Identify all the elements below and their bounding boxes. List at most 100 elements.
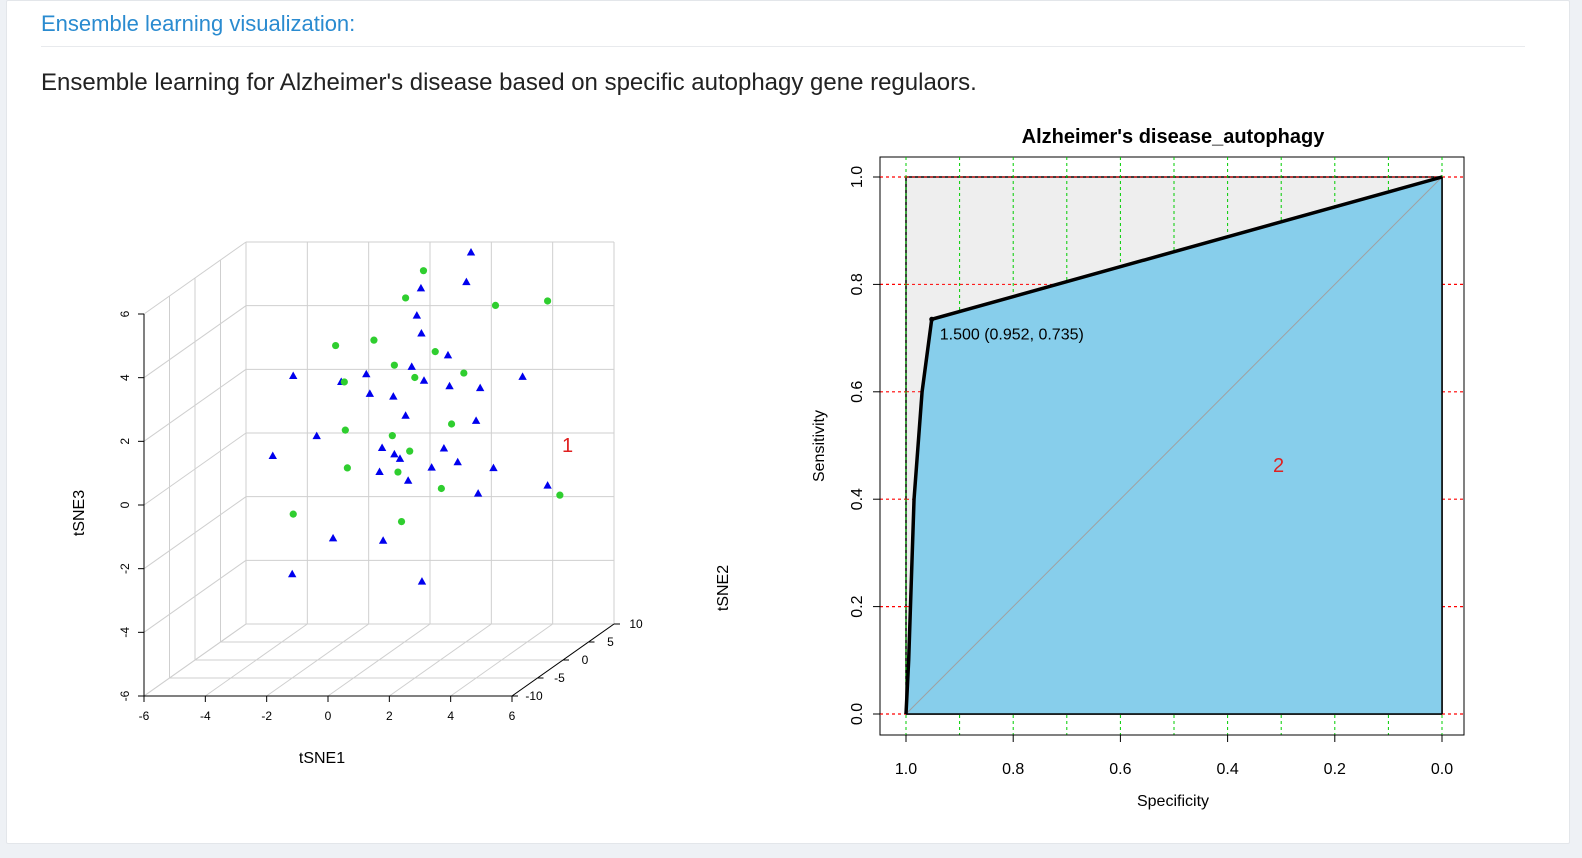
section-title: Ensemble learning visualization: — [41, 11, 356, 36]
tsne-point-circle — [397, 518, 406, 526]
tsne-point-circle — [437, 484, 445, 493]
roc-x-tick-label: 0.6 — [1109, 761, 1131, 778]
tsne-x-axis-label: tSNE1 — [299, 750, 345, 767]
tsne-point-triangle — [518, 372, 527, 380]
roc-y-tick-label: 0.6 — [849, 381, 866, 403]
roc-y-tick-label: 0.0 — [849, 703, 866, 725]
roc-x-tick-label: 0.8 — [1002, 761, 1024, 778]
tsne-point-triangle — [427, 463, 436, 471]
tsne-z-axis-label: tSNE3 — [71, 490, 88, 536]
tsne-3d-scatter-chart: -6 -4 -2 0 2 4 6 -6 -4 -2 0 2 4 6 -10 -5 0 5 10 tSNE1 tSNE… — [71, 241, 732, 767]
tsne-point-circle — [341, 426, 349, 434]
tsne-point-triangle — [466, 248, 476, 256]
tsne-point-triangle — [453, 457, 462, 466]
tsne-point-circle — [289, 510, 297, 518]
roc-y-tick-label: 0.8 — [849, 273, 866, 295]
panel-marker-1: 1 — [562, 435, 573, 457]
tsne-point-circle — [460, 369, 468, 377]
roc-x-tick-label: 1.0 — [895, 761, 917, 778]
tsne-x-tick-label: 4 — [447, 709, 454, 723]
tsne-point-triangle — [439, 444, 449, 452]
tsne-point-triangle — [389, 392, 398, 400]
tsne-z-tick-label: 0 — [118, 501, 132, 508]
tsne-point-triangle — [462, 277, 471, 286]
tsne-z-tick-label: -4 — [118, 627, 132, 638]
tsne-point-triangle — [473, 489, 483, 497]
tsne-point-circle — [332, 341, 340, 350]
tsne-point-circle — [411, 373, 419, 382]
tsne-point-triangle — [489, 463, 498, 472]
roc-curve-chart: Alzheimer's disease_autophagy 1.500 (0.9… — [811, 126, 1465, 810]
tsne-point-triangle — [375, 467, 384, 476]
tsne-point-circle — [556, 491, 564, 499]
tsne-point-circle — [419, 267, 428, 275]
tsne-x-tick-label: 2 — [386, 709, 393, 723]
roc-x-tick-label: 0.0 — [1431, 761, 1453, 778]
tsne-point-triangle — [312, 431, 321, 440]
tsne-point-triangle — [443, 350, 453, 359]
tsne-point-circle — [431, 348, 439, 356]
tsne-point-circle — [390, 361, 398, 369]
tsne-point-circle — [370, 336, 378, 344]
tsne-point-circle — [402, 294, 410, 302]
tsne-point-circle — [544, 297, 552, 305]
tsne-z-tick-label: -2 — [118, 563, 132, 574]
roc-curve-line — [904, 175, 1443, 715]
tsne-point-triangle — [416, 283, 426, 292]
tsne-y-axis-label: tSNE2 — [715, 565, 732, 611]
section-description: Ensemble learning for Alzheimer's diseas… — [41, 69, 977, 96]
tsne-z-tick-label: 6 — [118, 310, 132, 317]
tsne-z-tick-label: 2 — [118, 438, 132, 445]
tsne-y-tick-label: -10 — [525, 689, 543, 703]
tsne-point-triangle — [288, 569, 297, 578]
roc-chance-diagonal — [905, 176, 1443, 715]
tsne-x-tick-label: 6 — [509, 709, 516, 723]
panel-marker-2: 2 — [1273, 455, 1284, 477]
tsne-point-circle — [388, 432, 396, 440]
roc-x-tick-label: 0.2 — [1324, 761, 1346, 778]
title-divider — [41, 46, 1525, 47]
tsne-point-circle — [491, 301, 500, 309]
tsne-point-triangle — [417, 329, 426, 337]
tsne-point-triangle — [471, 416, 481, 424]
tsne-point-triangle — [543, 481, 552, 489]
tsne-point-triangle — [268, 451, 277, 459]
tsne-z-tick-label: -6 — [118, 690, 132, 701]
roc-y-tick-label: 1.0 — [849, 166, 866, 188]
tsne-point-triangle — [403, 476, 413, 484]
roc-y-tick-label: 0.4 — [849, 488, 866, 510]
tsne-point-triangle — [377, 443, 387, 451]
tsne-point-circle — [447, 420, 456, 428]
tsne-point-triangle — [328, 533, 338, 542]
roc-y-axis-label: Sensitivity — [811, 410, 828, 482]
tsne-point-triangle — [378, 536, 388, 544]
tsne-point-triangle — [362, 369, 371, 378]
tsne-point-circle — [406, 447, 414, 455]
roc-threshold-label: 1.500 (0.952, 0.735) — [940, 326, 1084, 343]
tsne-point-triangle — [445, 381, 454, 390]
tsne-x-tick-label: -4 — [200, 709, 211, 723]
tsne-axes: -6 -4 -2 0 2 4 6 -6 -4 -2 0 2 4 6 -10 -5 0 5 10 — [118, 310, 643, 723]
tsne-y-tick-label: -5 — [554, 671, 565, 685]
tsne-y-tick-label: 5 — [607, 635, 614, 649]
tsne-point-triangle — [395, 454, 405, 462]
tsne-point-triangle — [412, 311, 422, 319]
tsne-x-tick-label: 0 — [325, 709, 332, 723]
tsne-point-circle — [343, 464, 351, 472]
tsne-point-triangle — [407, 362, 416, 370]
tsne-x-tick-label: -2 — [261, 709, 272, 723]
roc-chart-title: Alzheimer's disease_autophagy — [1022, 126, 1326, 148]
tsne-point-triangle — [401, 411, 410, 419]
roc-threshold-point — [929, 316, 935, 322]
tsne-point-triangle — [475, 383, 485, 392]
tsne-point-triangle — [390, 449, 399, 458]
tsne-z-tick-label: 4 — [118, 374, 132, 381]
roc-x-axis-label: Specificity — [1137, 793, 1209, 810]
tsne-grid — [143, 241, 615, 697]
tsne-points — [268, 248, 564, 585]
roc-x-tick-label: 0.4 — [1216, 761, 1238, 778]
tsne-point-circle — [340, 378, 348, 386]
roc-y-tick-label: 0.2 — [849, 595, 866, 617]
tsne-point-triangle — [417, 577, 427, 585]
roc-axes: 1.0 0.8 0.6 0.4 0.2 0.0 0.0 0.2 0.4 0.6 0.8 1.0 — [849, 166, 1453, 778]
